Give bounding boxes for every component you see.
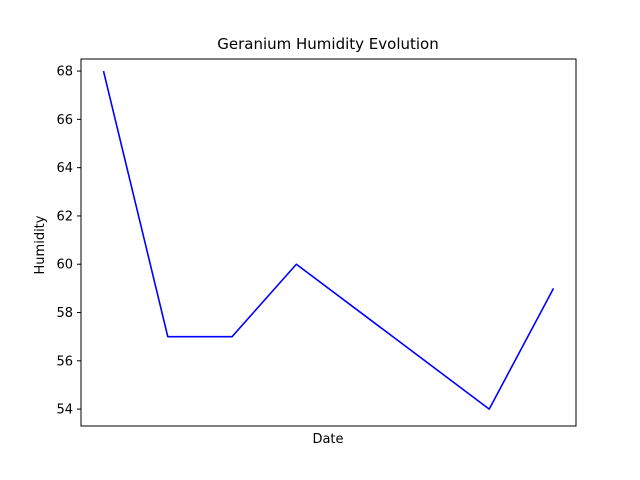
- y-tick-label: 54: [56, 403, 73, 418]
- y-tick-label: 56: [56, 354, 73, 369]
- y-tick-label: 58: [56, 306, 73, 321]
- x-axis-label: Date: [312, 432, 343, 447]
- y-axis-ticks: 54 56 58 60 62 64 66 68: [56, 65, 81, 418]
- plot-area-frame: [80, 58, 577, 427]
- y-axis-label: Humidity: [33, 215, 48, 274]
- chart-title: Geranium Humidity Evolution: [217, 35, 439, 53]
- y-tick-label: 60: [56, 258, 73, 273]
- y-tick-label: 68: [56, 65, 73, 80]
- y-tick-label: 66: [56, 113, 73, 128]
- humidity-series-line: [102, 70, 555, 410]
- y-tick-label: 64: [56, 161, 73, 176]
- y-tick-label: 62: [56, 209, 73, 224]
- series-layer: [102, 70, 555, 410]
